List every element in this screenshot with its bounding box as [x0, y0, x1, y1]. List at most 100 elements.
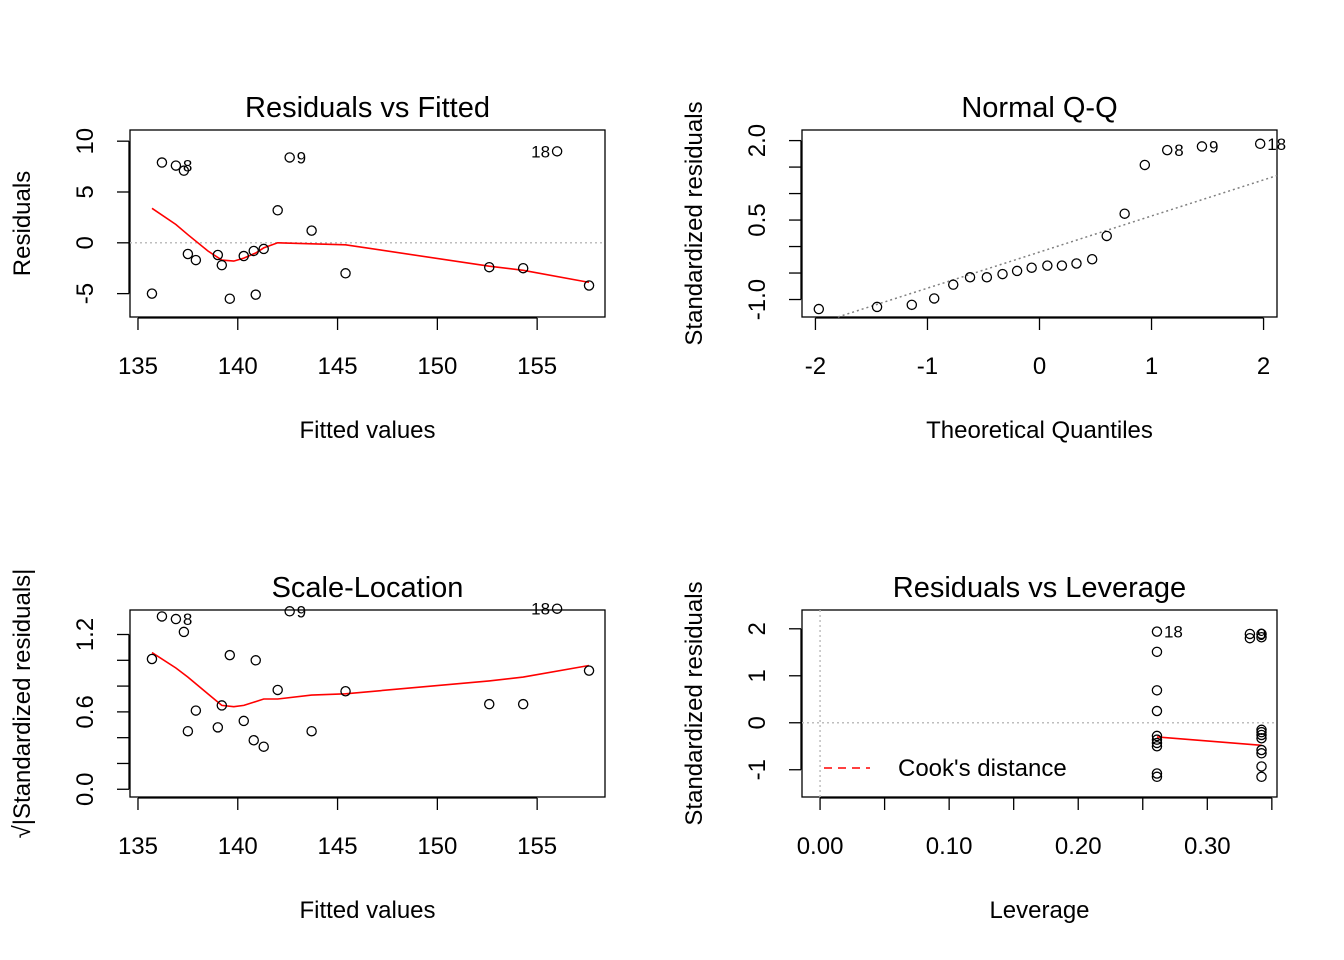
- data-point: [1011, 265, 1023, 277]
- data-point: [178, 626, 190, 638]
- y-axis-label: Residuals: [9, 171, 36, 276]
- data-point: [258, 741, 269, 752]
- x-axis-label: Theoretical Quantiles: [926, 417, 1153, 444]
- y-tick-label: -5: [72, 283, 99, 304]
- point-label: 9: [1257, 625, 1266, 644]
- data-point: [248, 735, 259, 746]
- point-label: 18: [1164, 623, 1183, 642]
- data-point: [583, 665, 595, 676]
- point-label: 9: [297, 148, 306, 167]
- data-point: [1256, 632, 1267, 643]
- point-label: 18: [531, 600, 550, 619]
- x-tick-label: 155: [517, 353, 557, 380]
- data-point: [1151, 730, 1163, 742]
- data-point: [813, 303, 825, 315]
- x-tick-label: 150: [417, 353, 457, 380]
- x-tick-label: 0: [1033, 353, 1046, 380]
- cooks-distance-legend-label: Cook's distance: [898, 755, 1067, 782]
- x-tick-label: 0.30: [1184, 833, 1231, 860]
- data-point: [483, 698, 495, 710]
- data-point: [517, 262, 529, 274]
- plot-frame: [129, 609, 606, 798]
- x-axis-label: Leverage: [989, 897, 1089, 924]
- residuals-vs-leverage-panel: Residuals vs Leverage 0.00 0.10 0.20 0.30 Lev…: [681, 572, 1278, 924]
- data-point: [1151, 705, 1163, 717]
- data-point: [170, 613, 182, 625]
- y-tick-label: 2.0: [744, 124, 771, 157]
- data-point: [216, 700, 228, 711]
- data-point: [551, 603, 563, 614]
- y-tick-label: 10: [72, 128, 99, 155]
- x-tick-label: 145: [318, 833, 358, 860]
- data-point: [981, 272, 993, 283]
- point-label: 8: [183, 610, 192, 629]
- x-tick-label: -2: [805, 353, 826, 380]
- y-tick-label: 1: [744, 669, 771, 682]
- smoother-line: [151, 207, 590, 284]
- data-point: [156, 157, 168, 168]
- data-point: [1256, 726, 1267, 738]
- data-point: [517, 698, 529, 710]
- data-point: [1161, 144, 1173, 156]
- data-point: [1086, 254, 1098, 265]
- data-point: [238, 250, 250, 262]
- data-point: [170, 160, 182, 171]
- data-point: [1151, 685, 1163, 696]
- data-point: [928, 293, 940, 304]
- data-point: [178, 165, 190, 176]
- x-tick-label: 145: [318, 353, 358, 380]
- data-point: [1256, 771, 1267, 783]
- data-point: [272, 684, 283, 696]
- data-point: [216, 259, 228, 271]
- data-point: [1151, 626, 1163, 637]
- y-tick-label: 0.5: [744, 203, 771, 236]
- data-point: [1042, 260, 1053, 271]
- data-point: [1256, 748, 1267, 759]
- data-point: [964, 272, 976, 283]
- plot-frame: [801, 129, 1278, 318]
- x-tick-label: -1: [917, 353, 938, 380]
- data-point: [1151, 646, 1163, 658]
- data-point: [1151, 771, 1163, 783]
- point-label: 8: [183, 157, 192, 176]
- point-label: 9: [297, 602, 306, 621]
- data-point: [190, 705, 202, 716]
- x-tick-label: 140: [218, 353, 258, 380]
- x-axis-label: Fitted values: [299, 897, 435, 924]
- data-point: [250, 655, 261, 666]
- data-point: [1196, 141, 1208, 152]
- data-point: [224, 293, 236, 304]
- y-tick-label: 0.6: [72, 695, 99, 728]
- chart-title: Normal Q-Q: [961, 92, 1117, 124]
- data-point: [212, 722, 224, 733]
- x-tick-label: 140: [218, 833, 258, 860]
- data-point: [1244, 628, 1256, 640]
- data-point: [224, 649, 236, 661]
- x-tick-label: 155: [517, 833, 557, 860]
- x-tick-label: 150: [417, 833, 457, 860]
- data-point: [306, 225, 317, 236]
- data-point: [212, 249, 224, 261]
- data-point: [1256, 733, 1267, 744]
- data-point: [340, 685, 351, 697]
- reference-line: [837, 174, 1278, 318]
- x-tick-label: 0.00: [797, 833, 844, 860]
- y-tick-label: 0: [72, 236, 99, 249]
- data-point: [1256, 761, 1267, 772]
- x-tick-label: 0.20: [1055, 833, 1102, 860]
- data-point: [1256, 729, 1267, 741]
- plot-frame: [801, 609, 1278, 798]
- data-point: [248, 245, 259, 257]
- data-point: [997, 268, 1008, 280]
- data-point: [1139, 159, 1151, 171]
- y-tick-label: 0.0: [72, 773, 99, 806]
- normal-qq-panel: Normal Q-Q -2 -1 0 1 2 Theoretical Quantiles -1…: [681, 92, 1286, 444]
- data-point: [1026, 262, 1037, 273]
- data-point: [1151, 734, 1163, 745]
- data-point: [182, 725, 194, 737]
- data-point: [182, 248, 194, 260]
- scale-location-panel: Scale-Location 135 140 145 150 155 Fitted valu…: [9, 569, 606, 924]
- plot-frame: [129, 129, 606, 318]
- data-point: [1071, 258, 1082, 269]
